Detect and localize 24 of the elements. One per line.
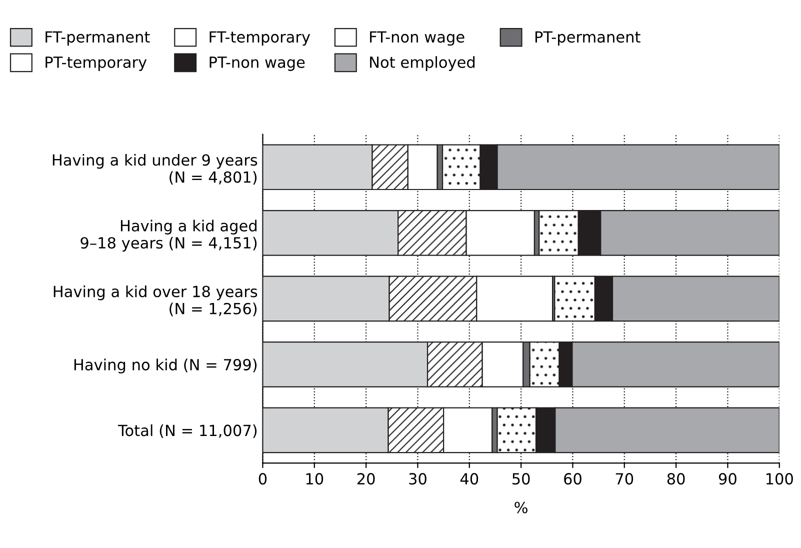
x-tick-label: 70	[616, 473, 634, 485]
x-tick-label: 10	[306, 473, 324, 485]
y-tick-label: Having no kid (N = 799)	[74, 358, 257, 374]
x-tick-label: 40	[460, 473, 478, 485]
legend-label: PT-non wage	[210, 56, 305, 71]
y-tick-label: Having a kid over 18 years (N = 1,256)	[54, 285, 258, 316]
x-tick-label: 0	[258, 473, 267, 485]
legend-label: FT-non wage	[370, 31, 464, 46]
x-tick-label: 20	[357, 473, 375, 485]
legend-label: FT-permanent	[46, 31, 150, 46]
legend-label: PT-permanent	[535, 31, 640, 46]
x-tick-label: 100	[766, 473, 793, 485]
x-tick-label: 30	[409, 473, 426, 485]
x-tick-label: 60	[564, 473, 582, 485]
legend-label: FT-temporary	[210, 31, 310, 46]
legend-label: Not employed	[370, 56, 475, 71]
x-tick-label: 80	[667, 473, 685, 485]
y-tick-label: Having a kid aged 9–18 years (N = 4,151)	[80, 220, 257, 252]
y-tick-label: Total (N = 11,007)	[118, 424, 257, 438]
x-axis-title: %	[514, 502, 528, 514]
legend-label: PT-temporary	[46, 56, 147, 71]
y-tick-label: Having a kid under 9 years (N = 4,801)	[52, 154, 258, 185]
x-tick-label: 90	[718, 473, 736, 485]
x-tick-label: 50	[512, 473, 530, 485]
